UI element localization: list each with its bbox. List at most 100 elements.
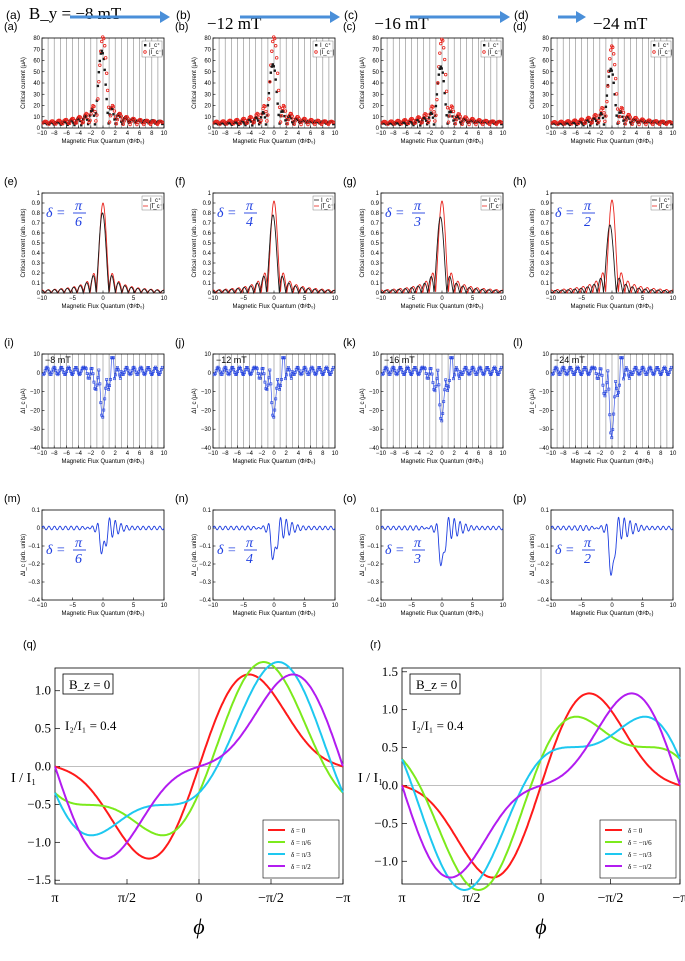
x-tick-label: 6 xyxy=(477,131,481,137)
panel-label: (m) xyxy=(4,493,21,505)
x-axis-label: ϕ xyxy=(193,914,204,939)
data-point-black xyxy=(611,73,614,76)
y-tick-label: 70 xyxy=(204,47,211,53)
data-point-red xyxy=(266,113,270,117)
delta-label: δ = xyxy=(46,206,65,221)
data-point-black xyxy=(598,113,602,116)
data-point-blue xyxy=(308,370,312,374)
data-point-red xyxy=(264,109,268,114)
data-point-black xyxy=(277,113,280,117)
y-tick-label: 0.1 xyxy=(203,508,212,514)
data-point-blue xyxy=(225,369,229,373)
data-point-red xyxy=(290,114,294,118)
x-axis-label: Magnetic Flux Quantum (Φ/Φ₀) xyxy=(61,459,144,465)
data-point-blue xyxy=(551,372,555,376)
x-tick-label: 0 xyxy=(610,296,614,302)
y-tick-label: −30 xyxy=(539,427,550,433)
panel-p: −10 −5 0 5 10 −0.4 −0.3 −0.2 −0.1 0 0.1 Magnetic Fl… xyxy=(513,493,677,617)
data-point-blue xyxy=(577,366,580,370)
data-point-black xyxy=(610,69,613,72)
data-point-red xyxy=(94,119,98,123)
data-point-black xyxy=(272,65,275,68)
data-point-black xyxy=(601,116,605,120)
data-point-red xyxy=(105,88,110,93)
legend-marker-red xyxy=(652,50,656,54)
data-point-blue xyxy=(228,371,232,375)
y-tick-label: 0 xyxy=(546,291,550,297)
data-point-red xyxy=(245,121,250,125)
x-tick-label: 10 xyxy=(332,451,339,457)
ratio-label: I₂/I₁ = 0.4 xyxy=(412,718,464,733)
data-point-red xyxy=(623,122,628,126)
x-tick-label: 4 xyxy=(297,131,301,137)
x-tick-label: −5 xyxy=(578,603,586,609)
data-point-red xyxy=(431,105,435,109)
series-line-3 xyxy=(401,692,681,879)
data-point-red xyxy=(450,105,455,109)
panel-label: (d) xyxy=(513,21,526,33)
x-tick-label: 10 xyxy=(500,451,507,457)
panel-r: π π/2 0 −π/2 −π −1.0 −0.5 0.0 0.5 1.0 1.5 (r) ϕ I / I… xyxy=(358,639,685,939)
data-point-black xyxy=(441,71,444,74)
data-point-black xyxy=(88,114,92,117)
data-point-black xyxy=(278,122,281,125)
data-point-red xyxy=(286,117,291,122)
data-point-red xyxy=(297,116,301,121)
x-tick-label: 8 xyxy=(150,131,154,137)
x-tick-label: 5 xyxy=(303,603,307,609)
x-tick-label: 10 xyxy=(500,296,507,302)
data-point-red xyxy=(445,106,450,110)
data-point-red xyxy=(499,120,503,125)
legend-label-black: I_c⁺ xyxy=(150,197,161,204)
data-point-red xyxy=(280,106,285,111)
data-point-red xyxy=(434,113,438,117)
y-tick-label: 0.7 xyxy=(541,221,550,227)
data-point-red xyxy=(114,122,119,126)
data-point-blue xyxy=(304,367,308,371)
legend xyxy=(480,40,502,58)
data-point-black xyxy=(103,68,106,72)
data-point-blue xyxy=(566,371,570,375)
legend xyxy=(312,195,334,211)
data-point-blue xyxy=(397,368,401,372)
y-tick-label: 0.8 xyxy=(371,211,380,217)
y-tick-label: 0.2 xyxy=(32,271,41,277)
series-blue-line xyxy=(380,516,504,567)
data-point-black xyxy=(600,112,604,116)
data-point-black xyxy=(276,102,279,105)
data-point-red xyxy=(106,105,111,109)
y-tick-label: 70 xyxy=(372,47,379,53)
data-point-red xyxy=(602,111,606,115)
data-point-black xyxy=(438,67,442,71)
x-tick-label: 8 xyxy=(150,451,154,457)
x-tick-label: 0 xyxy=(272,603,276,609)
x-tick-label: −6 xyxy=(234,451,242,457)
data-point-blue xyxy=(588,369,592,373)
data-point-black xyxy=(257,123,261,126)
data-point-black xyxy=(258,120,262,124)
x-tick-label: 4 xyxy=(126,451,130,457)
x-tick-label: 5 xyxy=(303,296,307,302)
legend-marker-black xyxy=(653,44,656,47)
x-tick-label: −8 xyxy=(222,131,230,137)
y-tick-label: 60 xyxy=(33,59,40,65)
data-point-black xyxy=(268,80,272,84)
data-point-black xyxy=(442,80,445,83)
data-point-red xyxy=(279,114,284,118)
panel-label: (b) xyxy=(175,21,188,33)
data-point-blue xyxy=(555,367,559,371)
data-point-blue xyxy=(141,369,145,373)
y-tick-label: 0.8 xyxy=(203,211,212,217)
delta-label: δ = xyxy=(385,206,404,221)
y-tick-label: −0.1 xyxy=(537,544,550,550)
data-point-black xyxy=(96,84,100,88)
data-point-black xyxy=(622,119,625,122)
data-point-blue xyxy=(468,372,472,375)
data-point-red xyxy=(128,122,132,127)
delta-numerator: π xyxy=(584,536,592,551)
delta-label: δ = xyxy=(555,543,574,558)
x-tick-label: 8 xyxy=(659,131,663,137)
y-tick-label: 0.7 xyxy=(371,221,380,227)
data-point-blue xyxy=(408,369,411,373)
data-point-blue xyxy=(58,368,62,372)
